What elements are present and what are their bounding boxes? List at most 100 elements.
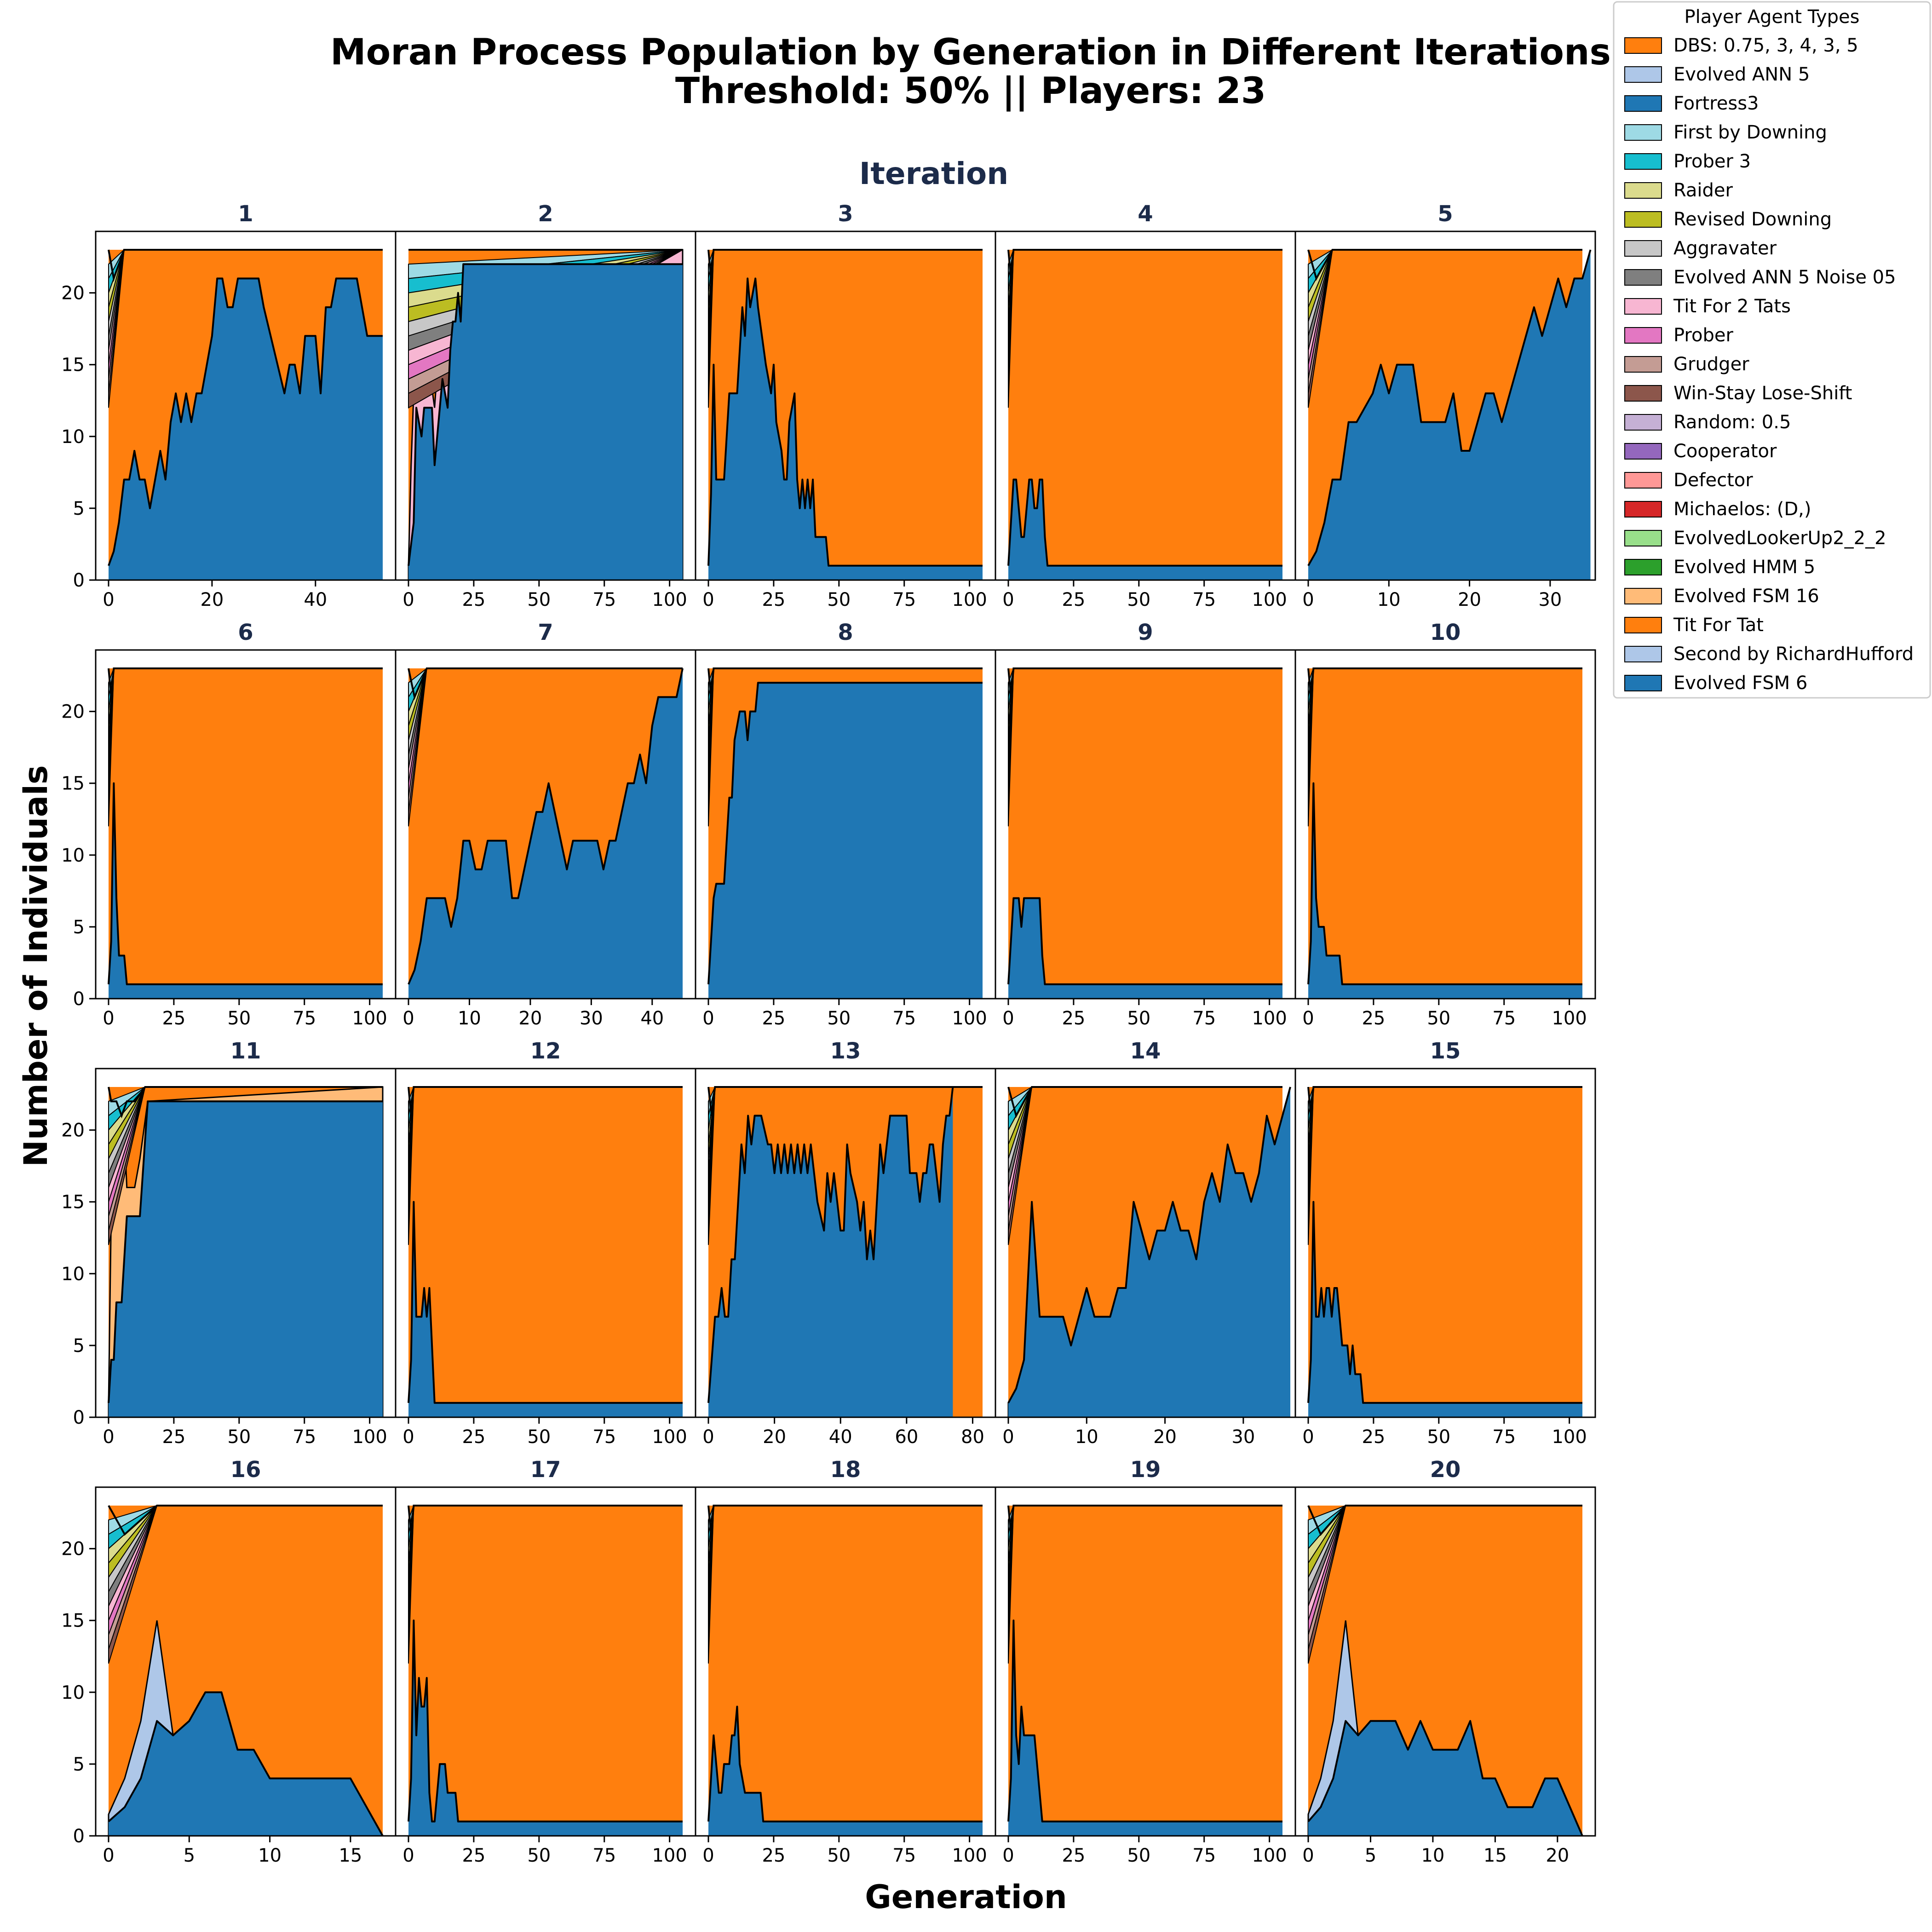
series-total-line [1007, 249, 1282, 279]
x-axis-label: Generation [865, 1878, 1067, 1916]
legend-item: EvolvedLookerUp2_2_2 [1624, 528, 1886, 549]
legend-label: Cooperator [1673, 441, 1777, 462]
x-tick-label: 25 [1062, 1845, 1085, 1866]
panel-title: 19 [1130, 1457, 1161, 1483]
x-tick-label: 100 [1252, 589, 1287, 610]
series-total-line [707, 249, 983, 279]
series-early-agent-wedge [708, 668, 714, 827]
legend-item: Second by RichardHufford [1624, 644, 1914, 665]
x-tick-label: 60 [895, 1426, 918, 1448]
panel-iteration-11: 11 0 25 50 75 100 0 5 10 15 20 [61, 1038, 397, 1448]
panel-iteration-6: 6 0 25 50 75 100 0 5 10 15 20 [61, 620, 397, 1029]
series-early-agent-wedge [708, 1087, 716, 1245]
series-total-line [1307, 249, 1582, 281]
x-tick-label: 0 [402, 1426, 414, 1448]
x-tick-label: 10 [1421, 1845, 1444, 1866]
series-early-agent-wedge [408, 1087, 414, 1245]
legend-label: Evolved HMM 5 [1673, 557, 1815, 578]
series-total-line [1307, 667, 1582, 697]
panel-iteration-19: 19 0 25 50 75 100 [995, 1457, 1296, 1866]
y-tick-label: 15 [61, 1610, 85, 1632]
series-early-agent-wedge [1008, 1505, 1014, 1664]
series-early-agent-wedge [1008, 668, 1014, 827]
panel-title: 18 [830, 1457, 861, 1483]
series-tit-for-tat-area [1308, 668, 1582, 999]
x-tick-label: 100 [352, 1426, 387, 1448]
series-evolved-fsm6-line [1307, 1720, 1583, 1836]
series-total-line [1307, 1086, 1582, 1116]
panel-title: 15 [1430, 1038, 1461, 1064]
x-tick-label: 75 [592, 589, 616, 610]
x-tick-label: 20 [763, 1426, 786, 1448]
x-tick-label: 50 [1127, 1845, 1150, 1866]
chart-title: Moran Process Population by Generation i… [330, 32, 1611, 73]
series-evolved-fsm6-area [1008, 1087, 1291, 1417]
series-evolved-fsm6-line [707, 1706, 983, 1823]
panel-iteration-4: 4 0 25 50 75 100 [995, 201, 1296, 610]
panel-title: 10 [1430, 620, 1461, 645]
x-tick-label: 0 [1002, 1845, 1014, 1866]
legend-label: Defector [1673, 470, 1753, 491]
x-tick-label: 100 [1552, 1008, 1587, 1029]
legend-item: Grudger [1624, 354, 1749, 375]
panel-iteration-14: 14 0 10 20 30 [995, 1038, 1296, 1448]
legend-swatch [1624, 298, 1662, 315]
x-tick-label: 25 [1062, 589, 1085, 610]
series-tit-for-tat-area [1008, 1506, 1282, 1836]
panel-frame [1294, 1068, 1596, 1418]
legend-item: Fortress3 [1624, 93, 1759, 114]
series-evolved-fsm6-line [408, 263, 683, 566]
series-early-agent-wedge [408, 668, 427, 827]
legend-label: Evolved ANN 5 [1673, 64, 1810, 85]
legend-swatch [1624, 124, 1662, 141]
x-tick-label: 50 [527, 1845, 551, 1866]
series-total-line [1307, 1505, 1582, 1536]
series-evolved-fsm6-area [1308, 250, 1591, 580]
y-tick-label: 5 [73, 1754, 85, 1775]
legend-swatch [1624, 443, 1662, 460]
y-tick-label: 10 [61, 845, 85, 866]
series-early-agent-wedge [1008, 1087, 1033, 1245]
panel-title: 14 [1130, 1038, 1161, 1064]
series-early-agent-wedge [108, 249, 125, 408]
series-evolved-fsm6-area [1308, 1202, 1582, 1417]
x-tick-label: 15 [339, 1845, 362, 1866]
series-evolved-fsm6-area [1008, 1620, 1282, 1836]
x-tick-label: 0 [702, 1426, 714, 1448]
x-tick-label: 100 [1552, 1426, 1587, 1448]
series-evolved-fsm6-line [108, 782, 383, 985]
x-tick-label: 75 [293, 1426, 316, 1448]
chart-subtitle: Threshold: 50% || Players: 23 [675, 70, 1266, 112]
panel-title: 4 [1138, 201, 1153, 227]
x-tick-label: 0 [402, 1008, 414, 1029]
panel-title: 13 [830, 1038, 861, 1064]
series-total-line [1007, 1505, 1282, 1535]
legend-label: First by Downing [1673, 122, 1827, 143]
series-total-line [707, 1505, 983, 1535]
x-tick-label: 20 [1153, 1426, 1177, 1448]
panel-title: 11 [230, 1038, 261, 1064]
panel-title: 7 [538, 620, 553, 645]
series-early-agent-wedge [708, 1505, 714, 1664]
legend-item: Aggravater [1624, 238, 1777, 259]
legend-label: Second by RichardHufford [1673, 644, 1914, 665]
panel-iteration-9: 9 0 25 50 75 100 [995, 620, 1296, 1029]
legend-swatch [1624, 501, 1662, 518]
x-tick-label: 50 [527, 1426, 551, 1448]
y-axis-label: Number of Individuals [17, 765, 55, 1167]
series-evolved-fsm6-line [108, 1691, 384, 1836]
series-tit-for-tat-area [1008, 250, 1282, 580]
x-tick-label: 25 [462, 1426, 485, 1448]
legend-item: Random: 0.5 [1624, 412, 1791, 433]
legend-title: Player Agent Types [1684, 6, 1859, 28]
panel-frame [1294, 230, 1596, 581]
panel-iteration-2: 2 0 25 50 75 100 [395, 201, 696, 610]
legend-label: Michaelos: (D,) [1673, 499, 1811, 520]
x-tick-label: 0 [1302, 1845, 1314, 1866]
series-early-agent-wedge [408, 1505, 414, 1664]
legend-swatch [1624, 414, 1662, 431]
series-evolved-fsm6-line [707, 682, 983, 984]
series-evolved-fsm6-area [1308, 783, 1582, 999]
legend-swatch [1624, 559, 1662, 575]
